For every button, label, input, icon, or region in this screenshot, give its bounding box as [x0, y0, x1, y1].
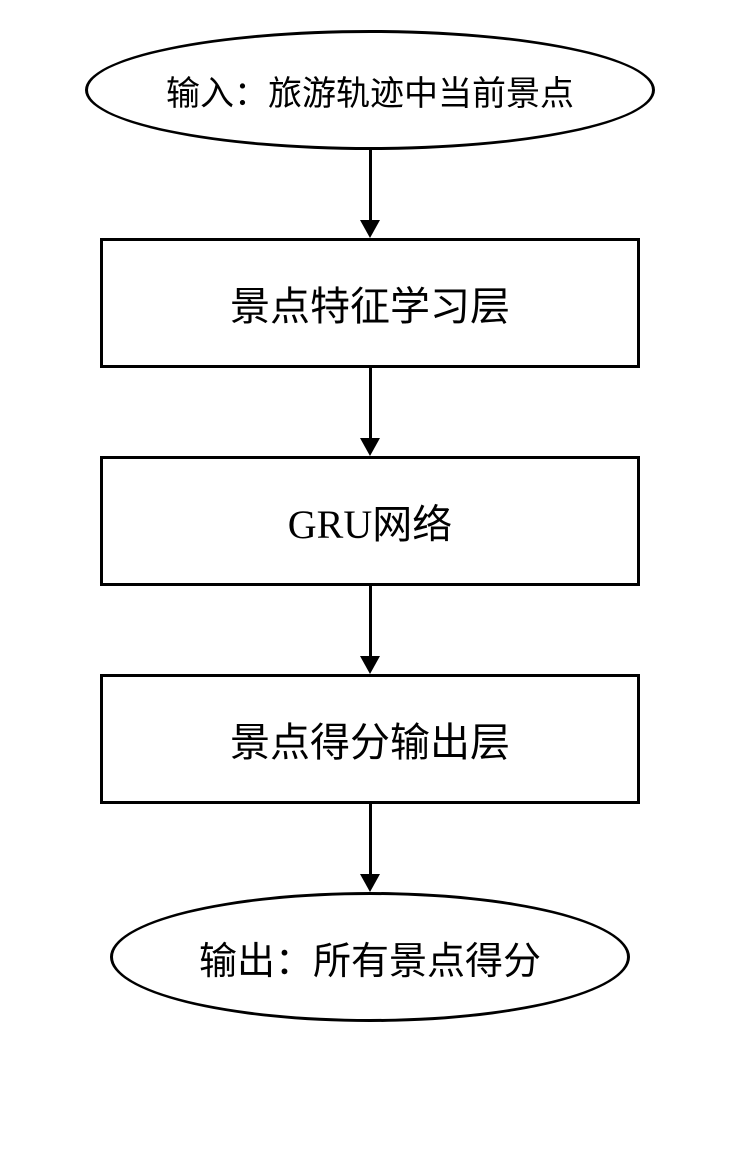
arrow [360, 804, 380, 892]
arrow [360, 150, 380, 238]
flowchart-container: 输入：旅游轨迹中当前景点景点特征学习层 GRU网络景点得分输出层输出：所有景点得分 [70, 30, 670, 1022]
node-input: 输入：旅游轨迹中当前景点 [85, 30, 655, 150]
node-label: 景点得分输出层 [230, 710, 510, 768]
node-gru: GRU网络 [100, 456, 640, 586]
arrow [360, 586, 380, 674]
node-layer3: 景点得分输出层 [100, 674, 640, 804]
node-output: 输出：所有景点得分 [110, 892, 630, 1022]
node-layer1: 景点特征学习层 [100, 238, 640, 368]
node-label: 输出：所有景点得分 [199, 930, 541, 985]
node-label: GRU网络 [288, 492, 452, 550]
node-label: 景点特征学习层 [230, 274, 510, 332]
node-label: 输入：旅游轨迹中当前景点 [166, 66, 574, 115]
arrow [360, 368, 380, 456]
